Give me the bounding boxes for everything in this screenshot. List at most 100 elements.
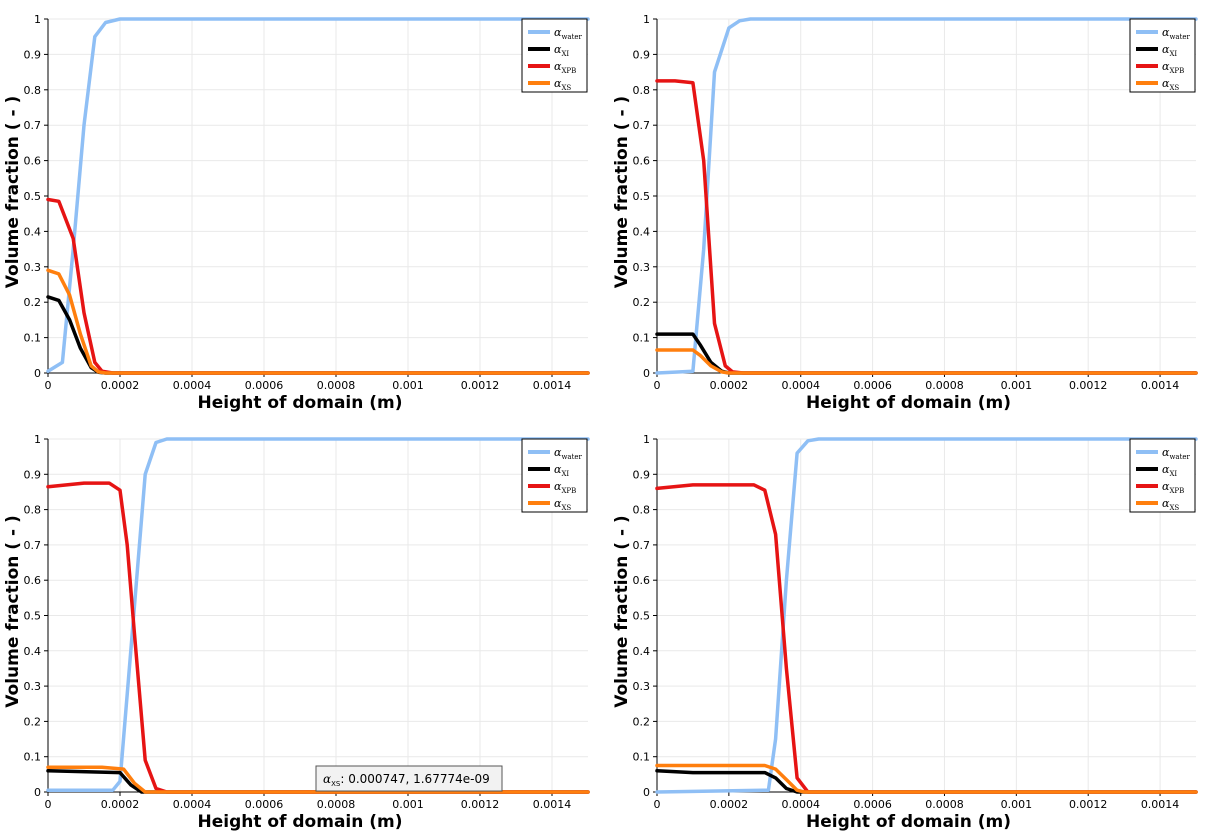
x-tick-label: 0.0012 — [1069, 379, 1108, 392]
y-tick-label: 0.9 — [24, 48, 42, 61]
legend-entry: αXPB — [554, 60, 576, 75]
grid-lines — [47, 438, 588, 793]
legend-entry: αXS — [554, 77, 571, 92]
y-tick-label: 0.6 — [633, 574, 651, 587]
legend-entry: αXS — [1162, 497, 1179, 512]
legend-entry: αXPB — [554, 480, 576, 495]
y-tick-label: 0.3 — [633, 261, 651, 274]
legend-entry: αXI — [554, 43, 569, 58]
x-tick-label: 0.0004 — [781, 379, 820, 392]
y-tick-label: 0 — [34, 786, 41, 799]
legend-entry: αXI — [1162, 463, 1177, 478]
x-tick-label: 0.0006 — [245, 798, 284, 811]
y-axis-label: Volume fraction ( - ) — [3, 96, 23, 288]
y-tick-label: 0.2 — [24, 296, 42, 309]
y-tick-label: 0.8 — [633, 504, 651, 517]
y-tick-label: 0.7 — [633, 539, 651, 552]
x-tick-label: 0.0008 — [317, 379, 356, 392]
hover-tooltip: αXS: 0.000747, 1.67774e-09 — [315, 765, 503, 792]
series-lines — [655, 437, 1198, 794]
y-tick-label: 0.1 — [633, 751, 651, 764]
y-tick-label: 0.9 — [633, 468, 651, 481]
legend: αwater αXI αXPB αXS — [1129, 438, 1196, 513]
y-tick-label: 0.3 — [24, 680, 42, 693]
series-line — [46, 481, 590, 794]
x-tick-label: 0.0008 — [317, 798, 356, 811]
x-tick-label: 0 — [654, 379, 661, 392]
series-line — [655, 348, 1198, 375]
y-axis-label: Volume fraction ( - ) — [612, 515, 632, 707]
x-tick-label: 0.0008 — [925, 379, 964, 392]
y-tick-label: 1 — [34, 433, 41, 446]
legend-entry: αXPB — [1162, 60, 1184, 75]
chart-panel-3: 0 0.1 0.2 0.3 0.4 0.5 0.6 0.7 0.8 0.9 1 0 0.0002 0.00… — [3, 433, 590, 832]
series-line — [655, 769, 1198, 794]
y-tick-label: 0.7 — [24, 119, 42, 132]
grid-lines — [47, 18, 588, 374]
x-tick-label: 0.0014 — [1141, 798, 1180, 811]
x-tick-label: 0.0004 — [173, 379, 212, 392]
x-axis-label: Height of domain (m) — [197, 812, 402, 832]
chart-panel-4: 0 0.1 0.2 0.3 0.4 0.5 0.6 0.7 0.8 0.9 1 0 0.0002 0.00… — [612, 433, 1198, 832]
y-tick-label: 0.7 — [24, 539, 42, 552]
series-line — [655, 763, 1198, 794]
y-tick-label: 0.1 — [24, 751, 42, 764]
y-axis-label: Volume fraction ( - ) — [612, 96, 632, 288]
y-tick-label: 1 — [34, 13, 41, 26]
chart-panel-1: 0 0.1 0.2 0.3 0.4 0.5 0.6 0.7 0.8 0.9 1 0 0.0002 0.00… — [3, 13, 590, 413]
y-axis-label: Volume fraction ( - ) — [3, 515, 23, 707]
y-tick-label: 0.2 — [24, 715, 42, 728]
y-tick-label: 0.3 — [24, 261, 42, 274]
legend-box — [521, 18, 588, 93]
x-tick-label: 0.0008 — [925, 798, 964, 811]
series-line — [46, 17, 590, 373]
y-tick-label: 0.8 — [633, 84, 651, 97]
legend-entry: αXS — [1162, 77, 1179, 92]
tooltip-text: αXS: 0.000747, 1.67774e-09 — [323, 772, 490, 788]
legend-entry: αwater — [554, 446, 583, 461]
series-line — [46, 295, 590, 375]
grid-lines — [656, 438, 1196, 793]
y-tick-label: 0.6 — [633, 155, 651, 168]
x-tick-label: 0.0004 — [781, 798, 820, 811]
y-tick-label: 0 — [643, 367, 650, 380]
y-tick-label: 0.6 — [24, 155, 42, 168]
series-line — [655, 437, 1198, 794]
series-line — [46, 197, 590, 375]
chart-panel-2: 0 0.1 0.2 0.3 0.4 0.5 0.6 0.7 0.8 0.9 1 0 0.0002 0.00… — [612, 13, 1198, 413]
tooltip-box — [315, 765, 503, 792]
legend: αwater αXI αXPB αXS — [1129, 18, 1196, 93]
x-tick-label: 0.0002 — [710, 379, 749, 392]
x-tick-label: 0.0012 — [1069, 798, 1108, 811]
legend-entry: αXI — [554, 463, 569, 478]
x-tick-label: 0 — [45, 379, 52, 392]
x-tick-label: 0.0002 — [710, 798, 749, 811]
x-tick-label: 0.001 — [392, 379, 424, 392]
x-tick-label: 0.0012 — [461, 798, 500, 811]
y-tick-label: 0.4 — [24, 645, 42, 658]
legend-entry: αwater — [554, 26, 583, 41]
legend-entry: αXPB — [1162, 480, 1184, 495]
x-tick-label: 0.0014 — [533, 798, 572, 811]
x-tick-label: 0.0014 — [533, 379, 572, 392]
legend: αwater αXI αXPB αXS — [521, 18, 588, 93]
x-tick-label: 0.001 — [1001, 798, 1033, 811]
x-tick-label: 0 — [45, 798, 52, 811]
x-tick-label: 0.001 — [392, 798, 424, 811]
y-tick-label: 0.1 — [24, 332, 42, 345]
series-lines — [46, 437, 590, 794]
y-tick-label: 0 — [643, 786, 650, 799]
y-tick-label: 0.2 — [633, 715, 651, 728]
y-tick-label: 0.5 — [633, 610, 651, 623]
y-tick-label: 1 — [643, 433, 650, 446]
series-line — [46, 765, 590, 794]
grid-lines — [656, 18, 1196, 374]
x-tick-label: 0.0006 — [853, 379, 892, 392]
y-tick-label: 0.3 — [633, 680, 651, 693]
legend-entry: αXI — [1162, 43, 1177, 58]
legend: αwater αXI αXPB αXS — [521, 438, 588, 513]
x-tick-label: 0.0002 — [101, 798, 140, 811]
y-tick-label: 0.6 — [24, 574, 42, 587]
y-tick-label: 0.7 — [633, 119, 651, 132]
